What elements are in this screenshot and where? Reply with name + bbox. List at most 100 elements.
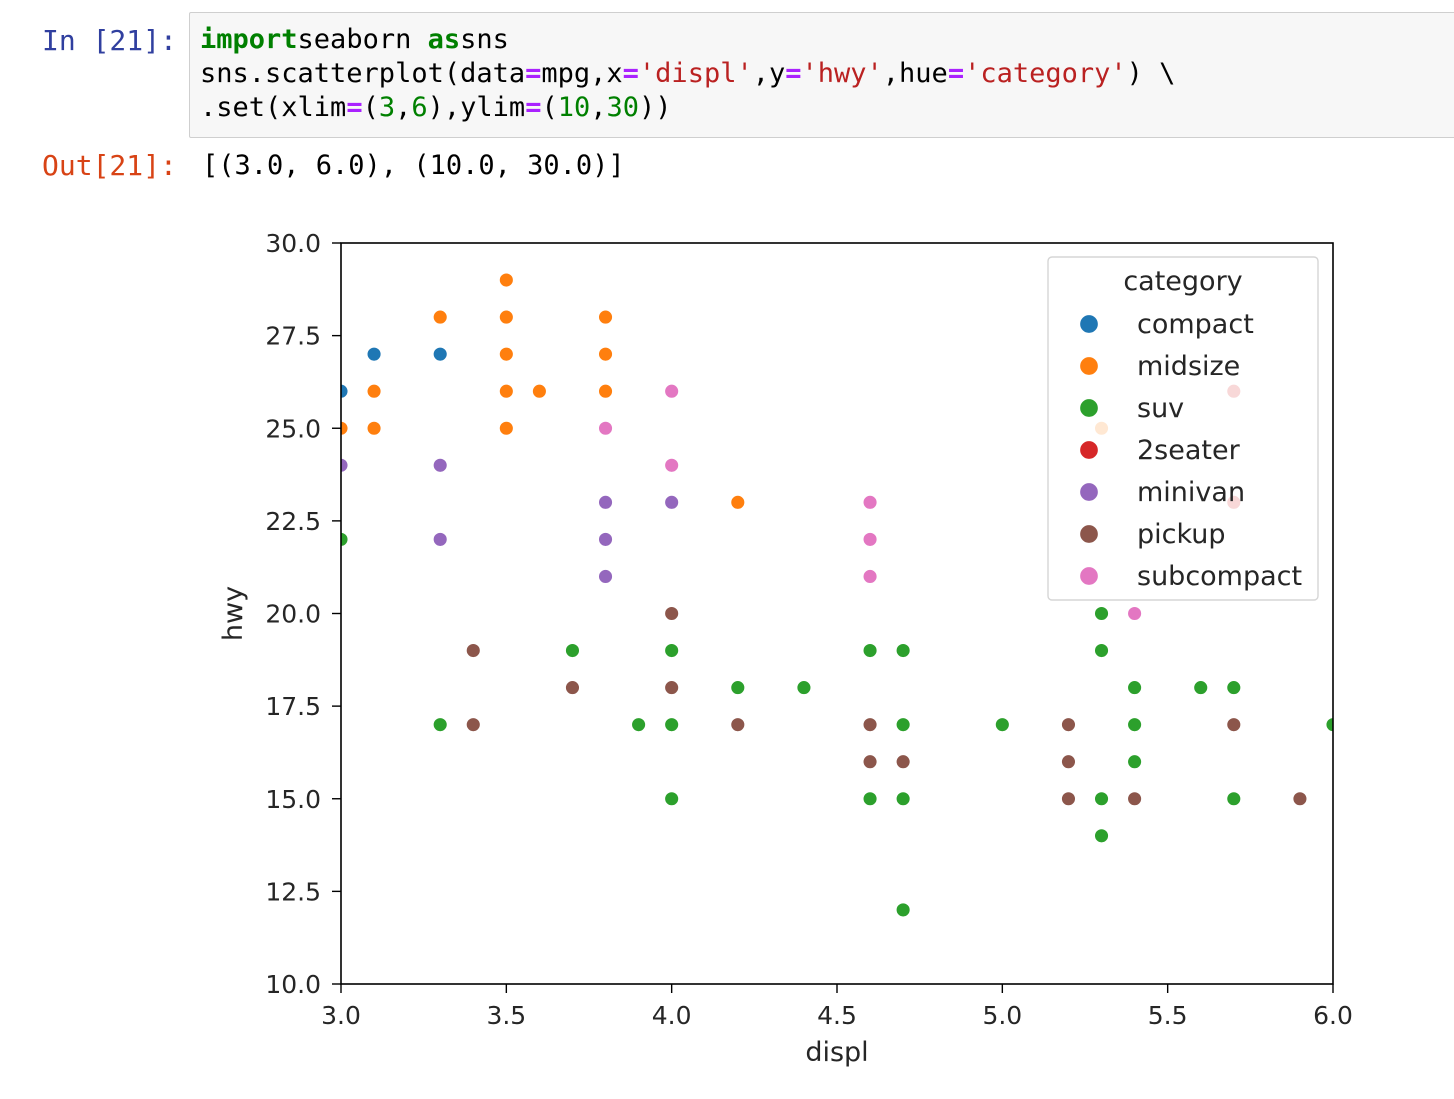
y-tick-label: 22.5 [265,507,321,536]
code-token: seaborn [297,24,428,55]
x-tick-label: 6.0 [1313,1001,1353,1030]
data-point-midsize [597,309,614,325]
code-token: .set(xlim [200,92,347,123]
y-tick-label: 27.5 [265,322,321,351]
legend-box [1047,256,1319,601]
out-prompt: Out[21]: [42,149,177,182]
code-token: = [785,58,802,89]
y-tick-label: 30.0 [265,229,321,258]
code-token: ,hue [882,58,948,89]
data-point-minivan [663,494,680,511]
data-point-subcompact [663,383,680,400]
data-point-suv [1093,605,1110,622]
data-point-suv [796,679,812,696]
data-point-pickup [1060,753,1077,770]
legend-marker-subcompact [1078,565,1100,587]
x-tick-label: 3.5 [486,1001,526,1030]
data-point-subcompact [862,494,878,511]
code-token: 3 [378,92,396,123]
data-point-midsize [729,494,746,511]
x-tick-label: 3.0 [321,1001,361,1030]
code-line: sns.scatterplot(data=mpg,x='displ',y='hw… [200,57,1175,91]
y-tick-label: 20.0 [265,600,321,629]
data-point-minivan [432,531,449,548]
code-token: = [525,92,542,123]
data-point-minivan [432,457,449,474]
x-tick-label: 5.0 [982,1001,1022,1030]
data-point-pickup [663,679,680,696]
legend-label-suv: suv [1137,393,1184,424]
legend-label-midsize: midsize [1137,351,1240,382]
legend-marker-compact [1078,313,1100,335]
code-token: = [346,92,363,123]
data-point-suv [994,716,1011,733]
data-point-suv [862,790,878,807]
data-point-suv [1192,679,1209,696]
legend-label-2seater: 2seater [1137,435,1241,466]
data-point-suv [1093,827,1110,844]
data-point-pickup [1060,790,1077,807]
data-point-midsize [498,309,515,325]
code-token: as [427,24,461,55]
data-point-midsize [498,346,515,362]
code-token: , [395,92,412,123]
code-token: import [200,24,298,55]
data-point-pickup [663,605,680,622]
y-tick-label: 15.0 [265,785,321,814]
data-point-suv [1225,679,1242,696]
data-point-pickup [895,753,911,770]
data-point-suv [1126,753,1143,770]
data-point-suv [862,642,878,659]
x-tick-label: 5.5 [1148,1001,1188,1030]
data-point-suv [895,902,911,918]
data-point-subcompact [597,420,614,437]
data-point-pickup [1225,716,1242,733]
code-line: importseaborn assns [200,23,1175,57]
y-tick-label: 17.5 [265,692,321,721]
data-point-midsize [366,420,382,437]
output-text: [(3.0, 6.0), (10.0, 30.0)] [202,150,625,181]
data-point-suv [1093,790,1110,807]
legend-marker-minivan [1078,481,1100,503]
code-token: ,y [752,58,786,89]
code-input-cell[interactable]: importseaborn assns sns.scatterplot(data=… [189,12,1454,138]
data-point-midsize [432,309,449,325]
data-point-subcompact [1126,605,1143,622]
data-point-suv [663,790,680,807]
data-point-suv [663,716,680,733]
legend-label-compact: compact [1137,309,1254,340]
data-point-midsize [597,346,614,362]
x-axis-label: displ [805,1037,868,1068]
code-token: mpg,x [541,58,623,89]
data-point-suv [895,642,911,659]
data-point-minivan [597,494,614,511]
code-token: = [622,58,639,89]
data-point-pickup [729,716,746,733]
data-point-subcompact [663,457,680,474]
data-point-pickup [862,716,878,733]
code-token: ),ylim [427,92,526,123]
data-point-pickup [465,642,482,659]
code-token: = [947,58,965,89]
data-point-pickup [1292,790,1308,807]
code-token: 6 [411,92,428,123]
code-editor[interactable]: importseaborn assns sns.scatterplot(data=… [200,23,1175,125]
x-tick-label: 4.5 [817,1001,857,1030]
data-point-compact [366,346,382,362]
legend-label-minivan: minivan [1137,477,1245,508]
legend-label-pickup: pickup [1137,519,1226,550]
data-point-suv [1093,642,1110,659]
data-point-suv [630,716,647,733]
data-point-suv [895,790,911,807]
code-token: 10 [557,92,591,123]
data-point-subcompact [862,568,878,585]
scatter-plot: 3.0 3.5 4.0 4.5 5.0 5.5 6.0 10.0 12.5 15.0 17.5 20.… [218,229,1353,1068]
data-point-suv [1126,679,1143,696]
data-point-midsize [597,383,614,400]
code-line: .set(xlim=(3,6),ylim=(10,30)) [200,91,1175,125]
in-prompt: In [21]: [42,24,177,57]
legend-marker-pickup [1078,523,1100,545]
code-token: 'category' [964,58,1127,89]
code-token: 'hwy' [801,58,883,89]
code-token: )) [639,92,672,123]
